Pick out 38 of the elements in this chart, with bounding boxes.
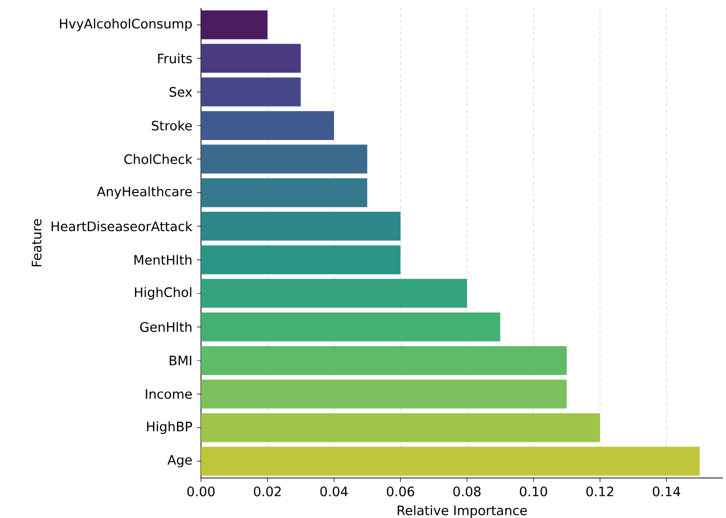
x-tick-label: 0.10 — [520, 486, 548, 496]
x-tick-label: 0.00 — [187, 486, 215, 496]
bar — [201, 144, 368, 174]
y-tick-label: Stroke — [152, 120, 192, 131]
y-tick-label: GenHlth — [140, 322, 192, 332]
x-tick-label: 0.12 — [586, 486, 614, 496]
y-tick-label: MentHlth — [134, 254, 192, 265]
y-tick-label: HeartDiseaseorAttack — [52, 221, 192, 232]
y-axis-title: Feature — [32, 219, 42, 266]
x-tick-label: 0.14 — [652, 486, 680, 496]
bar — [201, 77, 301, 106]
bar — [201, 245, 400, 274]
bar — [201, 413, 600, 442]
bar — [201, 380, 567, 409]
x-tick-label: 0.04 — [320, 486, 348, 496]
y-tick-label: CholCheck — [124, 154, 192, 164]
y-tick-label: HighChol — [134, 287, 192, 300]
bar — [201, 212, 400, 241]
bar — [201, 346, 567, 375]
bar — [201, 111, 334, 140]
x-axis-title: Relative Importance — [398, 505, 527, 518]
x-tick-label: 0.08 — [453, 486, 481, 496]
y-tick-label: HvyAlcoholConsump — [60, 18, 192, 32]
x-tick-label: 0.02 — [254, 486, 281, 496]
bar — [201, 278, 467, 308]
bar — [201, 10, 268, 40]
bar — [201, 178, 368, 208]
y-tick-label: AnyHealthcare — [96, 186, 192, 199]
bar — [201, 312, 500, 342]
y-tick-label: Sex — [170, 87, 192, 97]
bar — [201, 446, 700, 476]
y-tick-label: Fruits — [158, 53, 192, 64]
y-tick-label: BMI — [170, 356, 192, 366]
y-tick-label: Income — [146, 389, 192, 399]
bar — [201, 44, 301, 73]
y-tick-label: Age — [167, 455, 192, 468]
y-tick-label: HighBP — [147, 421, 192, 434]
x-tick-label: 0.06 — [386, 486, 414, 496]
